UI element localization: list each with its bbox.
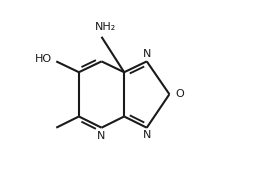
Text: NH₂: NH₂ xyxy=(94,22,116,32)
Text: O: O xyxy=(175,89,184,99)
Text: HO: HO xyxy=(35,54,52,64)
Text: N: N xyxy=(97,131,106,141)
Text: N: N xyxy=(143,49,152,59)
Text: N: N xyxy=(143,130,152,140)
